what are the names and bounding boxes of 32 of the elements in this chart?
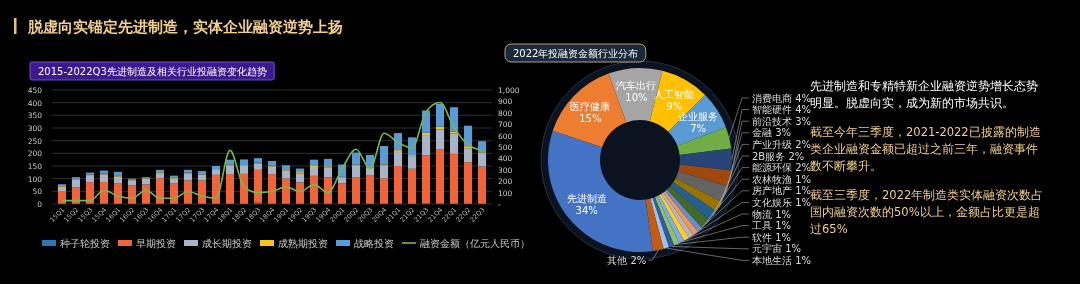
slice-label: 软件 1% [752, 231, 792, 243]
data-label: 34% [575, 205, 598, 217]
data-label: 15% [579, 112, 602, 124]
slice-label: 其他 2% [607, 254, 647, 266]
data-label: 9% [666, 100, 683, 112]
legend-label: 成长期投资 [202, 238, 252, 249]
slice-label: 汽车出行 [616, 79, 657, 91]
data-label: 10% [625, 91, 648, 103]
legend-label: 早期投资 [136, 238, 176, 249]
slice-label: 元宇宙 1% [752, 243, 802, 255]
slice-label: 本地生活 1% [752, 254, 812, 266]
chart-title: 2015-2022Q3先进制造及相关行业投融资变化趋势 [38, 66, 267, 77]
slice-label: 金融 3% [752, 127, 792, 139]
legend-label: 成熟期投资 [278, 238, 328, 249]
slice-label: 先进制造 [566, 193, 607, 205]
slice-label: 物流 1% [752, 208, 792, 220]
text: 先进制造和专精特新企业融资逆势增长态势明显。脱虚向实，成为新的市场共识。 [810, 79, 1038, 110]
slice-label: 工具 1% [752, 220, 792, 232]
text: 脱虚向实锚定先进制造，实体企业融资逆势上扬 [27, 18, 343, 36]
chart-title: 2022年投融资金额行业分布 [513, 48, 639, 59]
text: 截至今年三季度，2021-2022已披露的制造类企业融资金额已超过之前三年，融资事件数不断攀升。 [810, 125, 1041, 173]
legend-label: 战略投资 [354, 238, 394, 249]
legend-label: 种子轮投资 [60, 238, 110, 249]
data-label: 7% [690, 123, 707, 135]
slice-label: 文化娱乐 1% [752, 196, 812, 208]
slice-label: 农林牧渔 1% [752, 173, 812, 185]
slice-label: 医疗健康 [570, 100, 611, 112]
legend-label: 融资金额（亿元人民币） [420, 238, 530, 249]
slice-label: 产业升级 2% [752, 138, 812, 150]
slice-label: 2B服务 2% [752, 150, 805, 162]
slice-label: 前沿技术 3% [752, 115, 812, 127]
text: 截至三季度，2022年制造类实体融资次数占国内融资次数的50%以上，金额占比更是超过65% [810, 188, 1044, 236]
